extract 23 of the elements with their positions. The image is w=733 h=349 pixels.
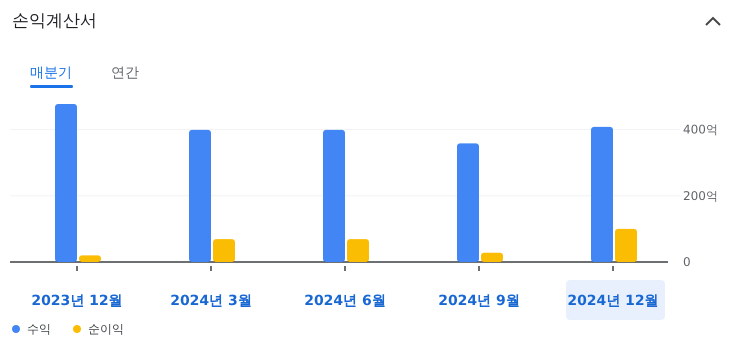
legend-label: 수익	[27, 322, 51, 336]
bar	[591, 126, 613, 262]
x-tick-label: 2024년 3월	[170, 293, 252, 309]
bar	[323, 130, 345, 262]
bar	[457, 143, 479, 262]
x-tick-label: 2024년 6월	[304, 293, 386, 309]
text: 연간	[111, 65, 139, 81]
chart-title: 손익계산서	[12, 11, 97, 31]
y-tick-label: 0	[683, 255, 691, 269]
bar	[347, 239, 369, 262]
bar	[481, 252, 503, 262]
x-tick-label: 2024년 9월	[438, 293, 520, 309]
bar	[615, 228, 637, 262]
text: 매분기	[30, 65, 72, 81]
bar	[213, 239, 235, 262]
y-tick-label: 400억	[683, 122, 718, 137]
x-tick-label: 2023년 12월	[31, 293, 123, 309]
bar	[189, 130, 211, 262]
x-tick-label: 2024년 12월	[567, 293, 659, 309]
bar	[55, 104, 77, 262]
y-tick-label: 200억	[683, 188, 718, 203]
bar	[79, 255, 101, 262]
legend-label: 순이익	[88, 322, 124, 336]
